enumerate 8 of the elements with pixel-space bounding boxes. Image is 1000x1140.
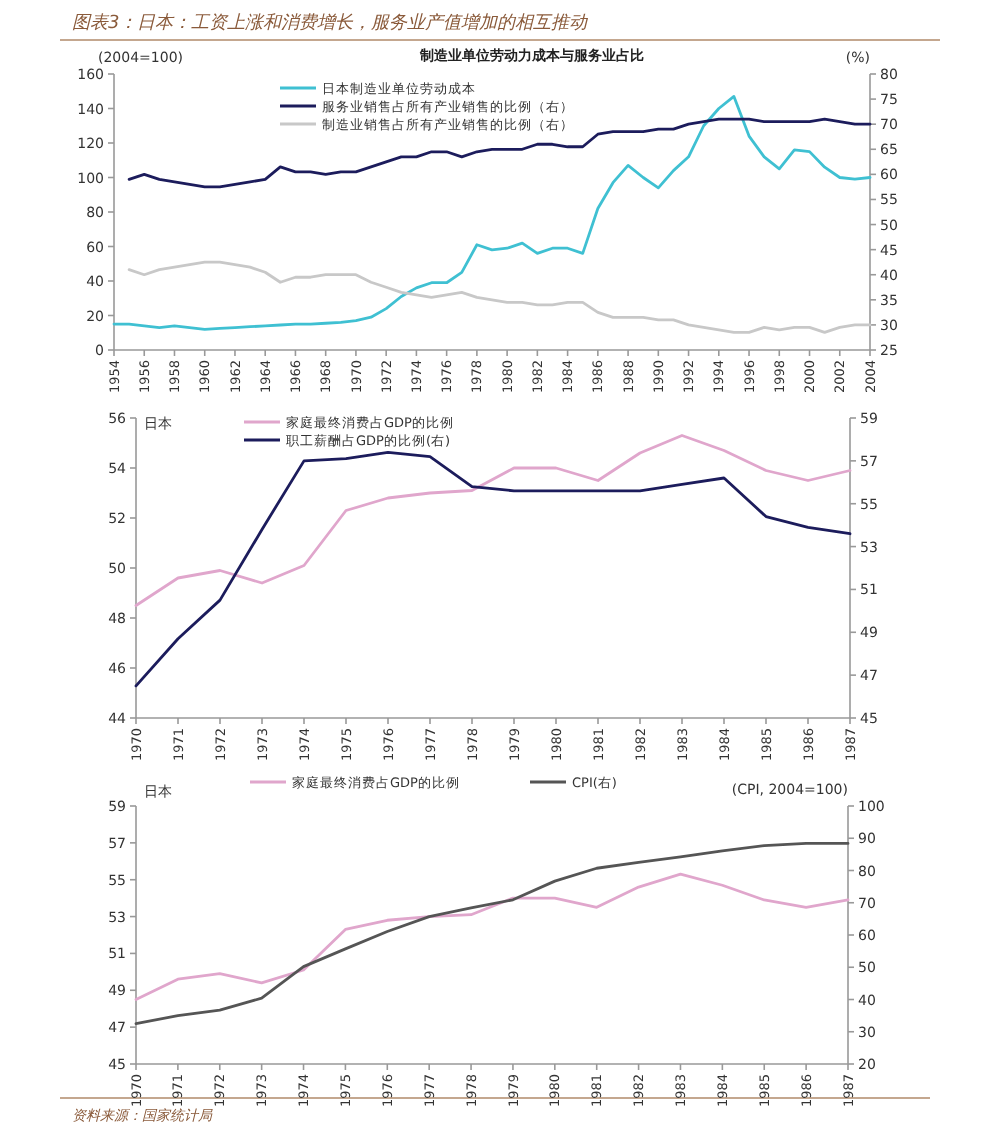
chart-title: 图表3：日本：工资上涨和消费增长，服务业产值增加的相互推动 (72, 12, 590, 34)
line-series (134, 450, 852, 688)
line-series (127, 117, 872, 189)
line-series (127, 260, 872, 334)
line-series (134, 434, 852, 607)
line-series (112, 95, 872, 331)
line-series (134, 872, 850, 1001)
line-series (134, 842, 850, 1026)
